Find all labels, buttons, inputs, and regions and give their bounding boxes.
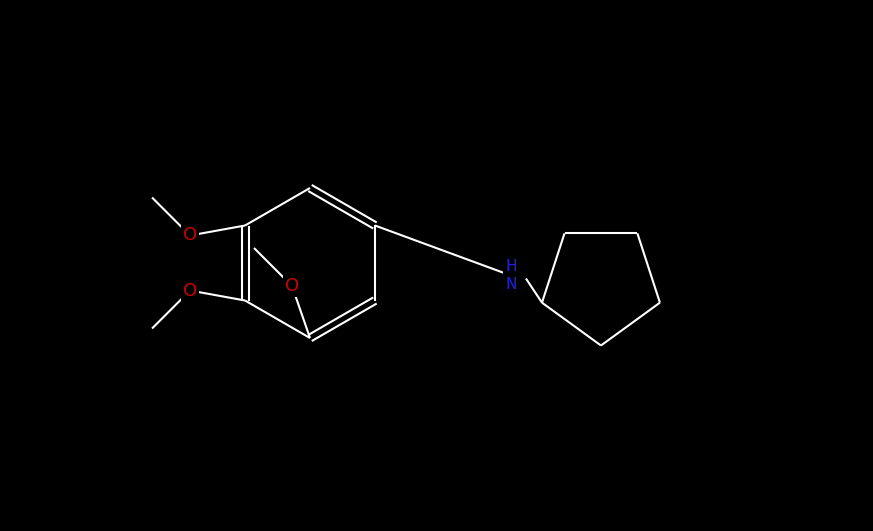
Text: O: O — [183, 281, 197, 299]
Text: O: O — [285, 277, 299, 295]
Text: H
N: H N — [505, 259, 517, 292]
Text: O: O — [183, 227, 197, 244]
